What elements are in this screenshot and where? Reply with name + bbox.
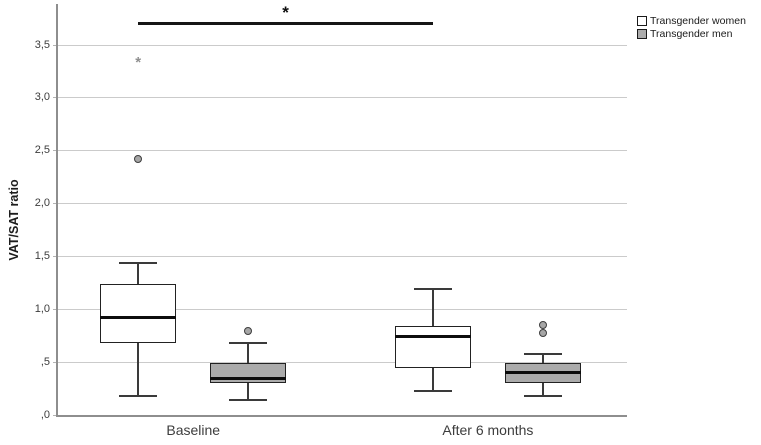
median-line-transgender-women-baseline bbox=[100, 316, 177, 320]
y-axis-title: VAT/SAT ratio bbox=[7, 179, 21, 261]
box-transgender-women-after-6-months bbox=[394, 326, 471, 369]
y-tick-label: 3,0 bbox=[34, 91, 50, 104]
whisker-cap-transgender-men-baseline bbox=[229, 342, 268, 345]
significance-bar bbox=[138, 22, 433, 26]
gridline bbox=[57, 308, 627, 310]
y-tick-label: 3,5 bbox=[34, 38, 50, 51]
gridline bbox=[57, 255, 627, 257]
whisker-line-transgender-women-after-6-months bbox=[431, 289, 434, 327]
median-line-transgender-women-after-6-months bbox=[394, 335, 471, 339]
gridline bbox=[57, 97, 627, 99]
legend-item-transgender-women: Transgender women bbox=[637, 14, 746, 27]
legend: Transgender women Transgender men bbox=[637, 15, 746, 41]
whisker-cap-transgender-women-baseline bbox=[119, 394, 158, 397]
whisker-line-transgender-men-baseline bbox=[247, 343, 250, 364]
whisker-cap-transgender-men-after-6-months bbox=[523, 352, 562, 355]
y-tick-label: ,0 bbox=[40, 408, 50, 421]
y-tick-label: 1,5 bbox=[34, 249, 50, 262]
y-tick-label: ,5 bbox=[40, 355, 50, 368]
y-tick-mark bbox=[53, 44, 57, 46]
gridline bbox=[57, 203, 627, 205]
x-axis-line bbox=[56, 414, 627, 417]
legend-swatch-men-icon bbox=[637, 28, 647, 39]
whisker-line-transgender-women-baseline bbox=[137, 262, 140, 284]
y-axis-line bbox=[56, 4, 58, 415]
legend-label-women: Transgender women bbox=[650, 14, 746, 27]
outlier-asterisk-icon: * bbox=[135, 53, 142, 71]
whisker-cap-transgender-women-after-6-months bbox=[413, 389, 452, 392]
y-tick-mark bbox=[53, 97, 57, 99]
outlier-circle-icon bbox=[134, 155, 143, 164]
whisker-line-transgender-men-after-6-months bbox=[541, 353, 544, 364]
outlier-circle-icon bbox=[244, 327, 253, 336]
whisker-cap-transgender-women-after-6-months bbox=[413, 288, 452, 291]
whisker-line-transgender-women-after-6-months bbox=[431, 368, 434, 391]
y-tick-label: 1,0 bbox=[34, 302, 50, 315]
outlier-circle-icon bbox=[538, 328, 547, 337]
significance-asterisk: * bbox=[282, 2, 289, 22]
whisker-line-transgender-men-baseline bbox=[247, 383, 250, 401]
legend-item-transgender-men: Transgender men bbox=[637, 27, 746, 40]
y-tick-mark bbox=[53, 255, 57, 257]
y-tick-mark bbox=[53, 414, 57, 416]
y-tick-mark bbox=[53, 203, 57, 205]
whisker-line-transgender-men-after-6-months bbox=[541, 383, 544, 396]
gridline bbox=[57, 361, 627, 363]
x-axis-category-label: Baseline bbox=[166, 422, 221, 438]
y-tick-mark bbox=[53, 150, 57, 152]
y-tick-label: 2,5 bbox=[34, 144, 50, 157]
whisker-cap-transgender-women-baseline bbox=[119, 261, 158, 264]
whisker-cap-transgender-men-baseline bbox=[229, 399, 268, 402]
gridline bbox=[57, 150, 627, 152]
y-tick-mark bbox=[53, 308, 57, 310]
box-transgender-women-baseline bbox=[100, 283, 177, 344]
whisker-line-transgender-women-baseline bbox=[137, 343, 140, 396]
gridline bbox=[57, 44, 627, 46]
box-transgender-men-baseline bbox=[210, 363, 287, 384]
median-line-transgender-men-baseline bbox=[210, 376, 287, 380]
legend-swatch-women-icon bbox=[637, 15, 647, 26]
median-line-transgender-men-after-6-months bbox=[504, 371, 581, 375]
outlier-circle-icon bbox=[538, 321, 547, 330]
y-tick-mark bbox=[53, 361, 57, 363]
legend-label-men: Transgender men bbox=[650, 27, 733, 40]
x-axis-category-label: After 6 months bbox=[442, 422, 534, 438]
whisker-cap-transgender-men-after-6-months bbox=[523, 394, 562, 397]
y-tick-label: 2,0 bbox=[34, 197, 50, 210]
